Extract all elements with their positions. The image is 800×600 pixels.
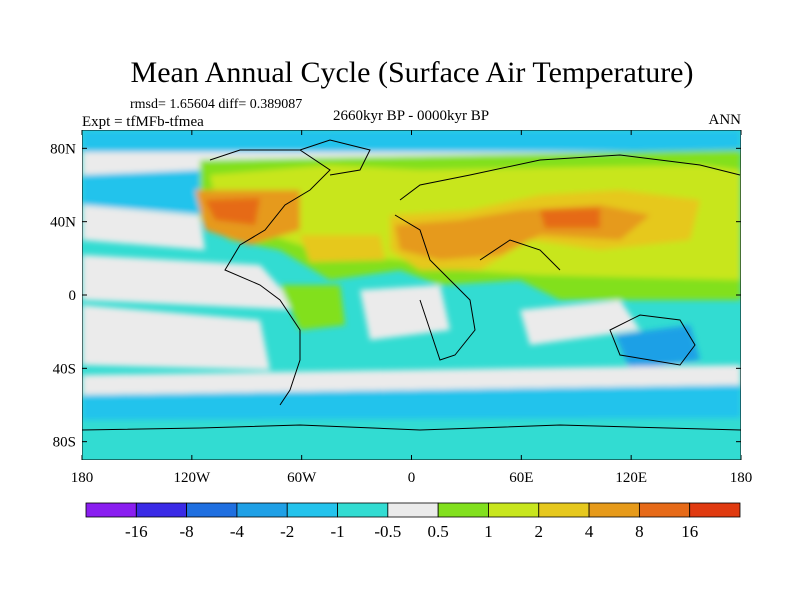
colorbar-swatch bbox=[538, 502, 590, 518]
x-tick-label: 60W bbox=[287, 470, 317, 486]
experiment-label: Expt = tfMFb-tfmea bbox=[82, 114, 204, 130]
colorbar-label: 8 bbox=[635, 522, 644, 541]
y-axis: 80N 40N 0 40S 80S bbox=[50, 141, 741, 451]
chart-title: Mean Annual Cycle (Surface Air Temperatu… bbox=[131, 56, 694, 89]
colorbar-swatch bbox=[236, 502, 288, 518]
colorbar-swatch bbox=[387, 502, 439, 518]
x-tick-label: 180 bbox=[71, 470, 94, 486]
temperature-field bbox=[82, 130, 741, 460]
x-tick-label: 120W bbox=[173, 470, 211, 486]
colorbar: -16 -8 -4 -2 -1 -0.5 0.5 1 2 4 8 16 bbox=[85, 502, 741, 541]
x-tick-label: 0 bbox=[408, 470, 416, 486]
colorbar-swatch bbox=[437, 502, 489, 518]
colorbar-label: 0.5 bbox=[428, 522, 449, 541]
x-tick-label: 120E bbox=[615, 470, 647, 486]
colorbar-label: -4 bbox=[230, 522, 245, 541]
colorbar-label: 1 bbox=[484, 522, 493, 541]
period-label: 2660kyr BP - 0000kyr BP bbox=[333, 108, 489, 124]
colorbar-label: 16 bbox=[681, 522, 698, 541]
colorbar-swatch bbox=[638, 502, 691, 518]
y-tick-label: 40N bbox=[50, 215, 76, 231]
colorbar-swatch bbox=[85, 502, 137, 518]
coastlines bbox=[82, 139, 741, 431]
colorbar-swatch bbox=[488, 502, 540, 518]
colorbar-label: 2 bbox=[535, 522, 544, 541]
x-tick-label: 60E bbox=[509, 470, 533, 486]
y-tick-label: 80S bbox=[53, 435, 76, 451]
season-label: ANN bbox=[709, 112, 742, 128]
colorbar-swatch bbox=[337, 502, 389, 518]
colorbar-swatch bbox=[588, 502, 640, 518]
colorbar-swatch bbox=[186, 502, 238, 518]
colorbar-label: -8 bbox=[180, 522, 194, 541]
colorbar-label: -0.5 bbox=[374, 522, 401, 541]
colorbar-swatch bbox=[135, 502, 188, 518]
colorbar-swatch bbox=[286, 502, 338, 518]
y-tick-label: 0 bbox=[69, 288, 77, 304]
y-tick-label: 80N bbox=[50, 141, 76, 157]
colorbar-label: -16 bbox=[125, 522, 148, 541]
x-axis: 180 120W 60W 0 60E 120E 180 bbox=[71, 130, 753, 486]
colorbar-label: -2 bbox=[280, 522, 294, 541]
x-tick-label: 180 bbox=[730, 470, 753, 486]
stats-text: rmsd= 1.65604 diff= 0.389087 bbox=[130, 97, 302, 112]
colorbar-label: 4 bbox=[585, 522, 594, 541]
colorbar-label: -1 bbox=[330, 522, 344, 541]
colorbar-swatch bbox=[689, 502, 741, 518]
y-tick-label: 40S bbox=[53, 361, 76, 377]
